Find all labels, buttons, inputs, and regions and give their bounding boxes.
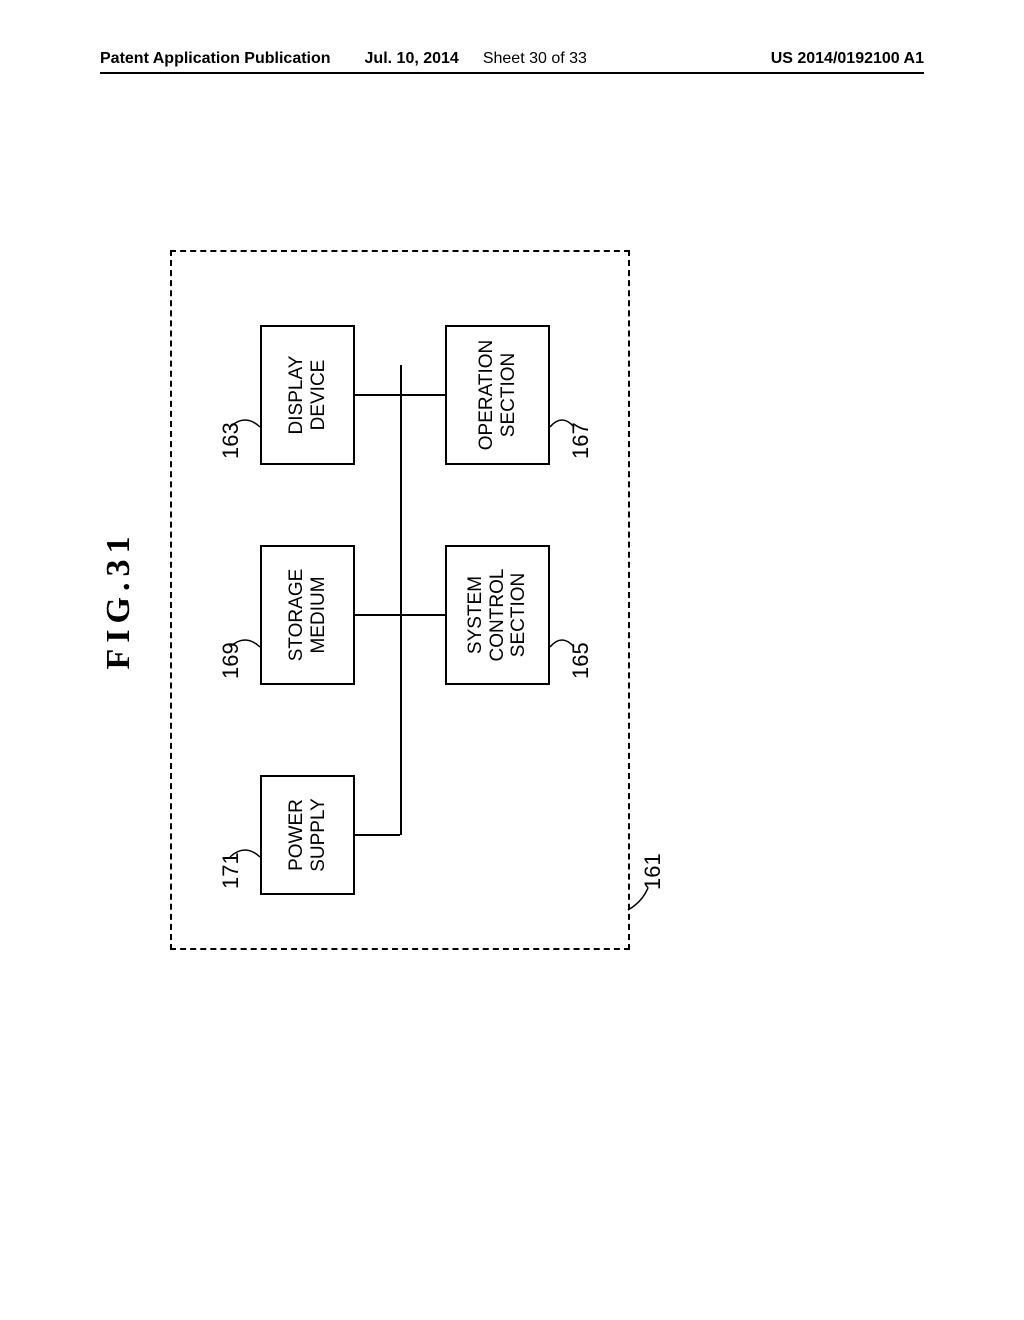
figure-title: FIG.31 (100, 250, 138, 950)
display_device-block: DISPLAY DEVICE (260, 325, 355, 465)
header-sheet: Sheet 30 of 33 (483, 50, 587, 68)
storage_medium-bus-drop (355, 614, 400, 616)
operation_section-bus-drop (400, 394, 445, 396)
storage_medium-block: STORAGE MEDIUM (260, 545, 355, 685)
page-header: Patent Application Publication Jul. 10, … (100, 50, 924, 74)
operation_section-block: OPERATION SECTION (445, 325, 550, 465)
system_control-bus-drop (400, 614, 445, 616)
system_control-ref: 165 (568, 642, 594, 679)
header-date: Jul. 10, 2014 (365, 50, 459, 68)
storage_medium-ref: 169 (218, 642, 244, 679)
power_supply-block: POWER SUPPLY (260, 775, 355, 895)
display_device-bus-drop (355, 394, 400, 396)
header-publication: Patent Application Publication (100, 50, 331, 68)
bus-line (400, 365, 402, 835)
operation_section-ref: 167 (568, 422, 594, 459)
power_supply-bus-drop (355, 834, 400, 836)
system_control-block: SYSTEM CONTROL SECTION (445, 545, 550, 685)
header-docnum: US 2014/0192100 A1 (771, 50, 924, 68)
container-lead (626, 884, 652, 912)
figure-31: FIG.31 POWER SUPPLY171STORAGE MEDIUM169D… (160, 250, 740, 950)
display_device-ref: 163 (218, 422, 244, 459)
power_supply-ref: 171 (218, 852, 244, 889)
